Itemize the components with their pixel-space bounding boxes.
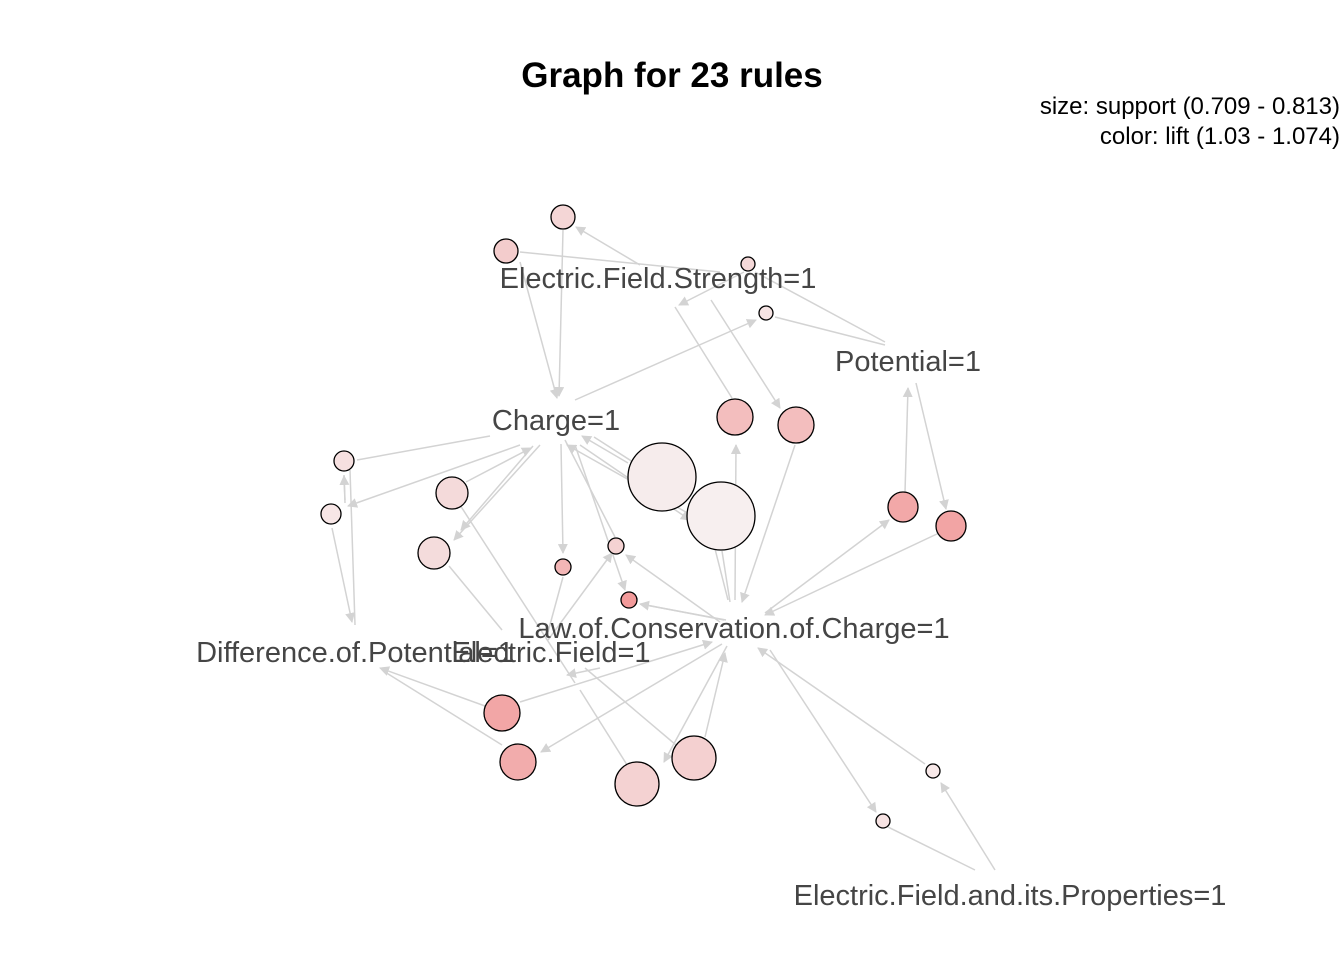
edge bbox=[547, 576, 564, 633]
item-label-charge: Charge=1 bbox=[492, 405, 620, 437]
rule-node[interactable] bbox=[607, 537, 625, 555]
edge bbox=[764, 532, 940, 616]
rule-node[interactable] bbox=[435, 476, 469, 510]
edge bbox=[547, 552, 613, 641]
rule-node[interactable] bbox=[493, 238, 519, 264]
item-label-electric-field-strength: Electric.Field.Strength=1 bbox=[500, 263, 817, 295]
rule-node[interactable] bbox=[417, 536, 451, 570]
rule-node[interactable] bbox=[550, 204, 576, 230]
legend-size-line: size: support (0.709 - 0.813) bbox=[1039, 93, 1340, 120]
rule-node[interactable] bbox=[758, 305, 774, 321]
edge bbox=[640, 603, 725, 621]
legend: size: support (0.709 - 0.813) color: lif… bbox=[1040, 92, 1340, 152]
edge bbox=[754, 271, 886, 343]
rule-node[interactable] bbox=[333, 450, 355, 472]
rule-node[interactable] bbox=[620, 591, 638, 609]
rule-node[interactable] bbox=[483, 694, 521, 732]
edge bbox=[384, 671, 503, 746]
edge bbox=[519, 639, 713, 703]
rule-node[interactable] bbox=[614, 761, 660, 807]
edge bbox=[579, 689, 630, 769]
edge bbox=[564, 439, 616, 538]
edge bbox=[379, 666, 486, 707]
item-labels: Electric.Field.Strength=1 Potential=1 Ch… bbox=[196, 263, 1226, 912]
rule-node[interactable] bbox=[554, 558, 572, 576]
item-label-potential: Potential=1 bbox=[835, 346, 981, 378]
rule-node[interactable] bbox=[925, 763, 941, 779]
edge bbox=[721, 550, 731, 603]
edge bbox=[574, 319, 757, 401]
edge bbox=[678, 271, 745, 306]
edge bbox=[460, 445, 534, 531]
edge bbox=[554, 229, 565, 397]
edge bbox=[557, 443, 568, 554]
rule-node[interactable] bbox=[499, 743, 537, 781]
rule-node[interactable] bbox=[627, 442, 697, 512]
edge bbox=[540, 643, 723, 753]
rule-node[interactable] bbox=[887, 491, 919, 523]
rule-node[interactable] bbox=[716, 398, 754, 436]
rule-nodes bbox=[320, 204, 967, 829]
edge bbox=[581, 435, 629, 464]
edge bbox=[584, 667, 677, 746]
edge bbox=[347, 444, 521, 508]
rule-node[interactable] bbox=[671, 735, 717, 781]
edge bbox=[339, 475, 350, 501]
edge bbox=[915, 382, 949, 510]
edge bbox=[566, 667, 601, 679]
edge bbox=[769, 649, 877, 813]
edge bbox=[459, 504, 576, 684]
edge bbox=[519, 251, 721, 273]
edge bbox=[465, 447, 532, 483]
legend-color-line: color: lift (1.03 - 1.074) bbox=[1099, 123, 1340, 150]
edge bbox=[663, 645, 728, 763]
edge bbox=[349, 469, 356, 626]
edge bbox=[774, 316, 886, 346]
edge bbox=[574, 444, 627, 591]
edge bbox=[887, 826, 976, 871]
rule-node[interactable] bbox=[320, 503, 342, 525]
item-label-electric-field-and-its-properties: Electric.Field.and.its.Properties=1 bbox=[794, 880, 1227, 912]
edge bbox=[625, 554, 721, 623]
item-label-electric-field: Electric.Field=1 bbox=[451, 637, 650, 669]
edge bbox=[448, 565, 503, 631]
rule-node[interactable] bbox=[740, 256, 756, 272]
edge bbox=[519, 261, 560, 399]
rule-node[interactable] bbox=[686, 481, 756, 551]
rule-node[interactable] bbox=[777, 406, 815, 444]
edge bbox=[674, 306, 733, 399]
edge bbox=[757, 647, 926, 765]
edge bbox=[704, 652, 728, 738]
edge bbox=[740, 444, 796, 603]
edge bbox=[764, 519, 890, 614]
edge bbox=[331, 527, 356, 623]
item-label-law-of-conservation-of-charge: Law.of.Conservation.of.Charge=1 bbox=[518, 613, 949, 645]
edge bbox=[710, 299, 781, 409]
edge bbox=[575, 226, 641, 266]
chart-title: Graph for 23 rules bbox=[521, 56, 823, 95]
item-label-difference-of-potential: Difference.of.Potential=1 bbox=[196, 637, 514, 669]
edge bbox=[356, 435, 491, 461]
edge bbox=[902, 387, 913, 493]
edge bbox=[940, 782, 996, 871]
rule-node[interactable] bbox=[875, 813, 891, 829]
edges bbox=[331, 226, 996, 871]
rule-node[interactable] bbox=[935, 510, 967, 542]
